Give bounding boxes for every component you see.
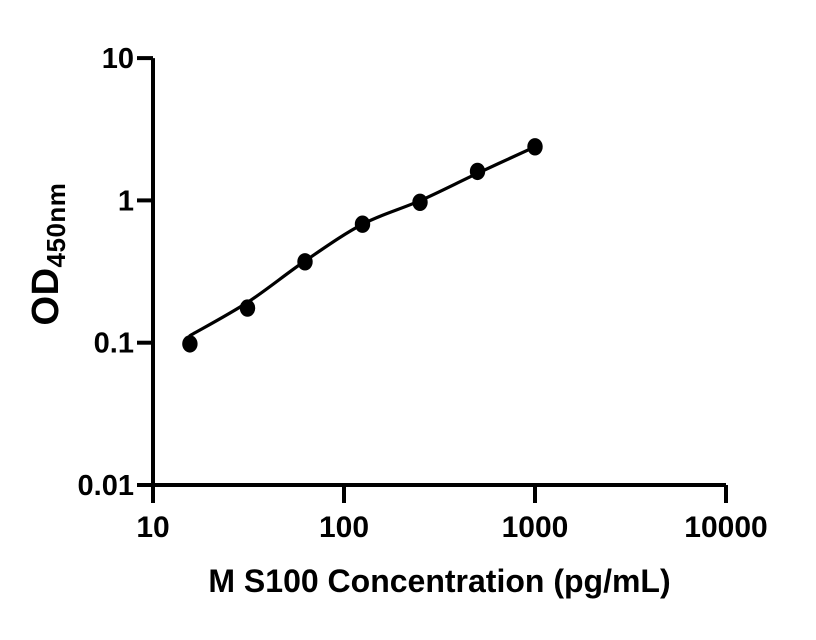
y-axis-title-main: OD (25, 267, 67, 326)
x-tick-label: 10 (136, 511, 169, 544)
data-point-marker (239, 299, 256, 317)
x-tick-label: 1000 (502, 511, 569, 544)
y-tick-label: 10 (102, 43, 134, 75)
data-point-marker (412, 193, 428, 211)
data-point-marker (527, 138, 543, 156)
y-axis-title-subscript: 450nm (41, 182, 71, 268)
data-point-marker (182, 335, 198, 353)
data-point-marker (354, 215, 371, 233)
y-tick-label: 1 (118, 185, 134, 217)
y-axis-title: OD450nm (24, 154, 71, 354)
data-point-marker (469, 162, 486, 181)
data-point-marker (297, 253, 313, 271)
y-tick-label: 0.1 (94, 328, 134, 360)
y-tick-label: 0.01 (78, 470, 134, 502)
x-axis-title: M S100 Concentration (pg/mL) (208, 563, 671, 599)
x-tick-label: 100 (319, 511, 369, 544)
x-tick-label: 10000 (684, 511, 767, 544)
